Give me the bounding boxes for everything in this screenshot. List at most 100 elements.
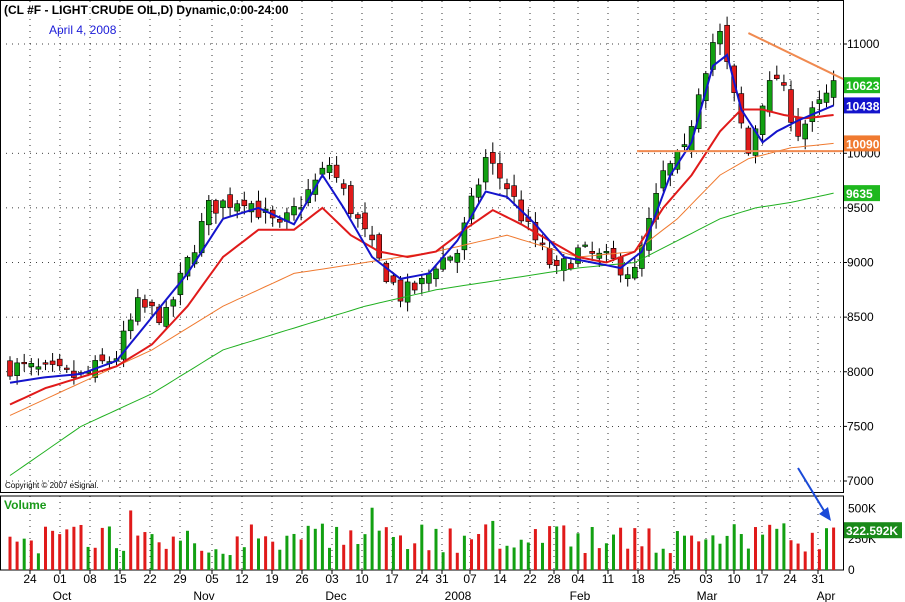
price-tag-box xyxy=(844,185,880,202)
volume-bar xyxy=(782,523,786,570)
candle-body xyxy=(347,185,354,215)
candle-body xyxy=(759,105,766,135)
volume-bar xyxy=(356,544,360,570)
x-day-label: 03 xyxy=(325,572,339,586)
volume-bar xyxy=(505,545,509,570)
candle-body xyxy=(49,360,56,365)
volume-bar xyxy=(79,524,83,570)
candle-body xyxy=(99,354,106,362)
x-day-label: 24 xyxy=(783,572,797,586)
price-tag-label: 10623 xyxy=(846,79,880,93)
candle-body xyxy=(603,251,610,254)
y-tick-label: 8000 xyxy=(847,365,874,379)
candle-body xyxy=(326,164,333,173)
volume-bar xyxy=(732,524,736,570)
x-month-label: Dec xyxy=(325,589,346,602)
candle-body xyxy=(724,24,730,62)
volume-bar xyxy=(796,543,800,570)
candle-body xyxy=(717,31,723,45)
volume-bar xyxy=(36,553,40,570)
candle-body xyxy=(170,299,177,307)
y-tick-label: 7000 xyxy=(847,474,874,488)
x-month-label: Nov xyxy=(193,589,214,602)
volume-bar xyxy=(285,535,289,570)
candle-body xyxy=(28,363,35,368)
price-tag-label: 9635 xyxy=(846,187,873,201)
candle-body xyxy=(475,184,482,198)
volume-bar xyxy=(512,547,516,570)
candle-body xyxy=(276,218,283,223)
volume-bar xyxy=(391,536,395,570)
x-month-label: 2008 xyxy=(445,589,472,602)
volume-bar xyxy=(186,530,189,570)
candle-body xyxy=(702,73,709,102)
volume-bar xyxy=(22,538,26,570)
price-panel-frame xyxy=(0,0,844,493)
volume-bar xyxy=(335,526,339,570)
volume-bar xyxy=(754,527,757,570)
x-month-label: Mar xyxy=(697,589,718,602)
volume-bar xyxy=(583,552,587,570)
candle-body xyxy=(248,203,255,213)
volume-bar xyxy=(491,520,495,570)
candle-body xyxy=(766,80,773,113)
candle-body xyxy=(582,244,588,247)
volume-bar xyxy=(654,552,658,570)
candle-body xyxy=(383,262,390,282)
volume-bar xyxy=(51,530,55,570)
volume-bar xyxy=(661,548,665,570)
volume-bar xyxy=(15,541,19,570)
volume-bar xyxy=(242,547,246,570)
volume-bar xyxy=(164,548,168,570)
volume-bar xyxy=(384,527,388,570)
candle-body xyxy=(369,234,375,241)
candle-body xyxy=(816,99,823,104)
x-day-label: 05 xyxy=(205,572,219,586)
volume-bar xyxy=(647,528,651,570)
volume-bar xyxy=(115,548,118,570)
candle-body xyxy=(14,362,20,376)
volume-bar xyxy=(235,536,239,570)
volume-bar xyxy=(533,529,537,570)
volume-bar xyxy=(590,526,594,570)
candle-body xyxy=(220,200,226,208)
annotation-arrow xyxy=(797,467,827,515)
volume-bar xyxy=(789,540,793,570)
price-tag-box xyxy=(844,135,880,152)
candle-body xyxy=(234,203,240,212)
candle-body xyxy=(823,92,830,103)
candle-body xyxy=(149,301,155,307)
volume-bar xyxy=(484,524,488,570)
candle-body xyxy=(468,195,475,220)
candle-body xyxy=(511,185,517,197)
volume-bar xyxy=(299,539,303,570)
candle-body xyxy=(433,268,439,280)
volume-bar xyxy=(377,530,381,570)
volume-bar xyxy=(93,547,97,570)
volume-bar xyxy=(107,526,111,570)
candle-body xyxy=(213,200,219,214)
candle-body xyxy=(560,258,567,271)
y-tick-label: 11000 xyxy=(847,37,880,51)
candle-body xyxy=(539,242,546,245)
volume-bar xyxy=(619,527,623,570)
candle-body xyxy=(397,279,404,302)
volume-bar xyxy=(555,526,559,570)
candle-body xyxy=(376,234,383,259)
volume-bar xyxy=(640,546,644,570)
candle-body xyxy=(830,80,837,98)
volume-bar xyxy=(775,528,779,570)
volume-bar xyxy=(292,533,296,570)
volume-bar xyxy=(761,534,765,570)
volume-bar xyxy=(697,541,701,570)
volume-bar xyxy=(633,528,637,570)
volume-bar xyxy=(725,535,729,570)
x-day-label: 18 xyxy=(631,572,645,586)
volume-bar xyxy=(44,526,47,570)
ma-long-line xyxy=(9,192,834,476)
y-tick-label: 9500 xyxy=(847,201,874,215)
volume-bar xyxy=(739,534,743,570)
price-tag-label: 10090 xyxy=(846,137,880,151)
volume-bar xyxy=(768,524,772,570)
candle-body xyxy=(752,128,759,156)
